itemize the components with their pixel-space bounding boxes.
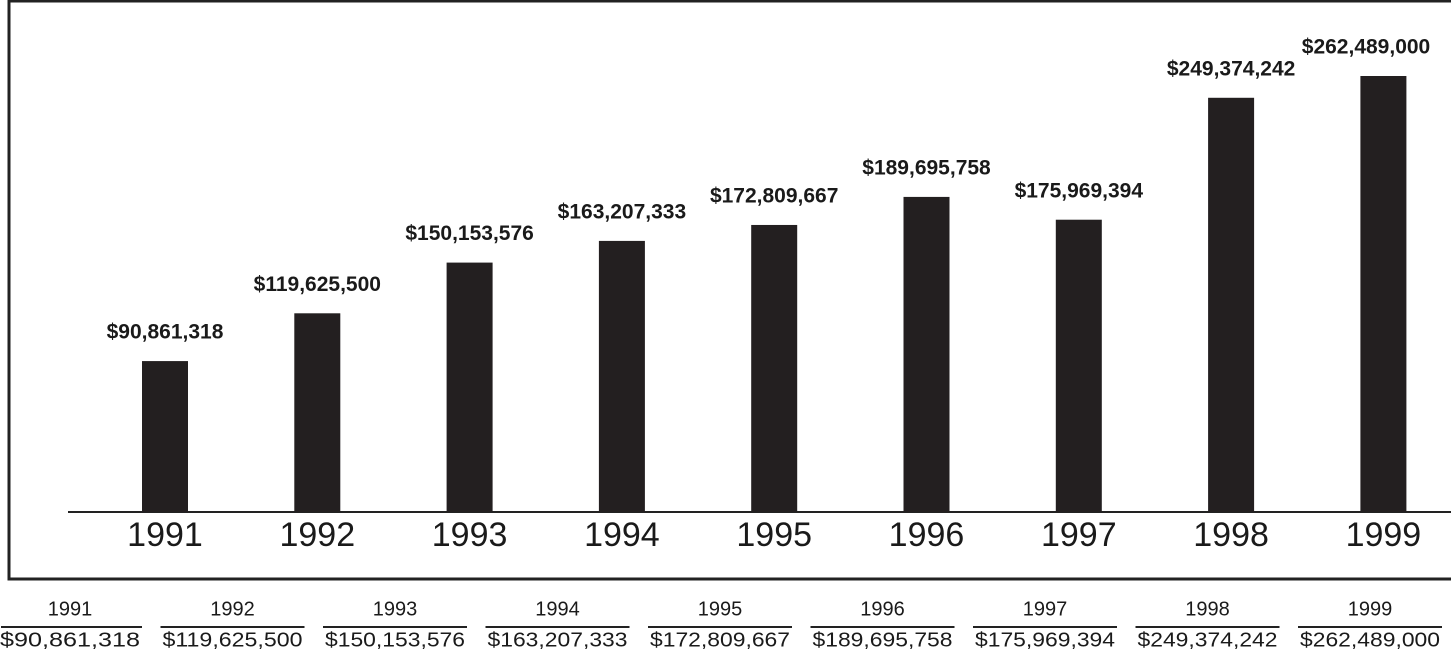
value-label: $249,374,242 (1167, 57, 1295, 80)
bar (598, 240, 645, 512)
table-year: 1998 (1185, 598, 1230, 620)
x-tick-label: 1997 (1041, 516, 1117, 554)
table-value: $172,809,667 (650, 629, 790, 651)
x-tick-label: 1999 (1346, 516, 1422, 554)
table-year: 1999 (1348, 598, 1393, 620)
bar (903, 196, 950, 512)
table-value: $189,695,758 (813, 629, 953, 651)
table-value: $119,625,500 (163, 629, 303, 651)
table-year: 1995 (698, 598, 743, 620)
value-label: $175,969,394 (1015, 179, 1144, 202)
value-label: $262,489,000 (1302, 36, 1430, 59)
x-tick-label: 1994 (584, 516, 660, 554)
chart-frame (7, 0, 1451, 581)
bar (446, 262, 493, 512)
x-tick-label: 1998 (1193, 516, 1269, 554)
table-year: 1996 (860, 598, 905, 620)
bar (294, 313, 341, 512)
table-year: 1993 (373, 598, 418, 620)
table-year: 1991 (48, 598, 93, 620)
bar (1360, 76, 1407, 512)
value-label: $172,809,667 (710, 185, 838, 208)
value-label: $189,695,758 (862, 156, 991, 179)
table-value: $175,969,394 (975, 629, 1115, 651)
bar (1208, 97, 1255, 512)
value-label: $163,207,333 (558, 200, 686, 223)
bar (1055, 219, 1102, 512)
x-tick-label: 1996 (889, 516, 965, 554)
table-value: $163,207,333 (488, 629, 628, 651)
bar (751, 224, 798, 512)
value-label: $90,861,318 (107, 321, 224, 344)
table-value: $262,489,000 (1300, 629, 1440, 651)
table-year: 1992 (210, 598, 255, 620)
table-value: $249,374,242 (1138, 629, 1278, 651)
value-label: $119,625,500 (254, 273, 381, 296)
x-tick-label: 1993 (432, 516, 508, 554)
x-tick-label: 1991 (127, 516, 203, 554)
value-label: $150,153,576 (405, 222, 533, 245)
table-year: 1997 (1023, 598, 1068, 620)
table-value: $90,861,318 (0, 629, 140, 651)
x-tick-label: 1995 (736, 516, 812, 554)
x-tick-label: 1992 (279, 516, 355, 554)
table-year: 1994 (535, 598, 580, 620)
table-value: $150,153,576 (325, 629, 465, 651)
bar (142, 361, 188, 512)
